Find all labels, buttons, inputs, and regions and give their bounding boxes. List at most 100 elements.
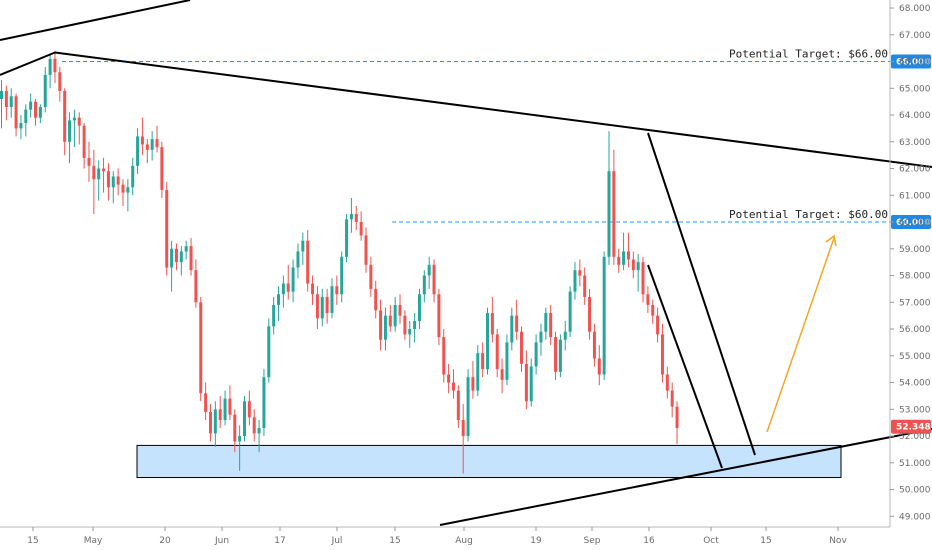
price-tick-label: 62.000 [899,165,931,175]
candle [442,329,446,383]
candle [72,109,76,148]
candle-body [539,331,543,343]
candle-body [233,414,237,442]
candle [413,312,417,343]
last-price-label: 52.348 [896,423,931,433]
time-tick-label: Oct [703,536,719,546]
candle-body [398,304,402,316]
time-axis: 15 May 20 Jun 17 Jul 15 Aug 19 Sep 16 Oct 15 Nov [0,526,890,546]
candle-body [257,428,261,434]
support-zone [136,444,842,479]
candle [422,270,426,303]
candle-body [262,377,266,429]
candle [670,382,674,418]
candle [53,50,57,83]
candle-body [194,270,198,303]
candle-body [646,294,650,305]
candle-body [0,90,3,99]
trendlines [0,0,932,526]
candle [524,350,528,410]
candle [617,248,621,273]
time-tick-label: Jul [331,536,343,546]
time-tick-label: 17 [274,536,285,546]
candle-body [675,406,679,429]
candle [301,232,305,265]
candle [325,288,329,324]
price-axis: 49.000 50.000 51.000 52.000 53.000 54.000 55.0… [889,0,931,527]
wedge-lower-line [647,264,723,469]
candle [111,171,115,204]
candle-body [558,339,562,372]
candle [58,66,62,102]
price-tick-label: 49.000 [899,512,931,522]
candle [646,286,650,313]
badge-label: 66.000 [896,58,931,68]
candle-body [184,246,188,252]
projection-arrow-head [825,234,837,247]
time-tick-label: Aug [455,536,473,546]
candle-body [92,165,96,180]
candle [204,382,208,420]
candle [0,80,3,129]
candle-body [267,326,271,378]
candle-body [354,214,358,223]
candle-body [417,294,421,322]
target-label: Potential Target: $66.00 [729,48,888,61]
target-label: Potential Target: $60.00 [729,208,888,221]
candle-body [529,366,533,402]
candle [291,259,295,303]
candle-body [524,363,528,402]
candle-body [121,184,125,193]
candle [393,296,397,332]
candle-body [631,259,635,271]
candle [558,334,562,378]
candle-body [53,58,57,73]
candle [665,366,669,399]
last-price-badge: 52.348 [891,419,931,434]
candle [631,251,635,279]
candle-body [568,291,572,332]
candle [121,179,125,206]
candle-body [592,331,596,359]
candle [272,296,276,335]
last-price-bg [891,419,931,434]
candle [563,321,567,351]
candle-body [223,398,227,420]
candle [102,157,106,193]
candle [660,323,664,383]
candle-body [106,171,110,188]
candle [194,259,198,308]
candle [34,98,38,126]
candle [466,369,470,442]
candle-body [170,248,174,268]
candle [77,112,81,145]
candle-body [622,251,626,265]
candle-body [247,401,251,418]
badge-label: 60.000 [896,218,931,228]
candle [456,385,460,429]
candle [267,318,271,383]
left-upper-trendline [0,0,191,41]
time-tick-label: 15 [760,536,771,546]
candle-body [490,312,494,335]
candle-body [97,168,101,180]
candle-body [165,189,169,268]
candle-body [38,107,42,118]
candle [481,342,485,378]
candle [592,323,596,367]
candle [359,211,363,241]
candle [335,275,339,305]
candle [199,296,203,402]
lower-trendline [439,428,932,526]
candle-body [481,353,485,370]
candle [641,256,645,303]
candle-body [320,296,324,319]
candle [515,299,519,340]
candle-body [641,262,645,295]
candle [520,326,524,372]
candle-body [136,136,140,166]
candle [417,288,421,330]
candle-body [651,304,655,316]
candle [29,93,33,118]
candle [296,243,300,279]
